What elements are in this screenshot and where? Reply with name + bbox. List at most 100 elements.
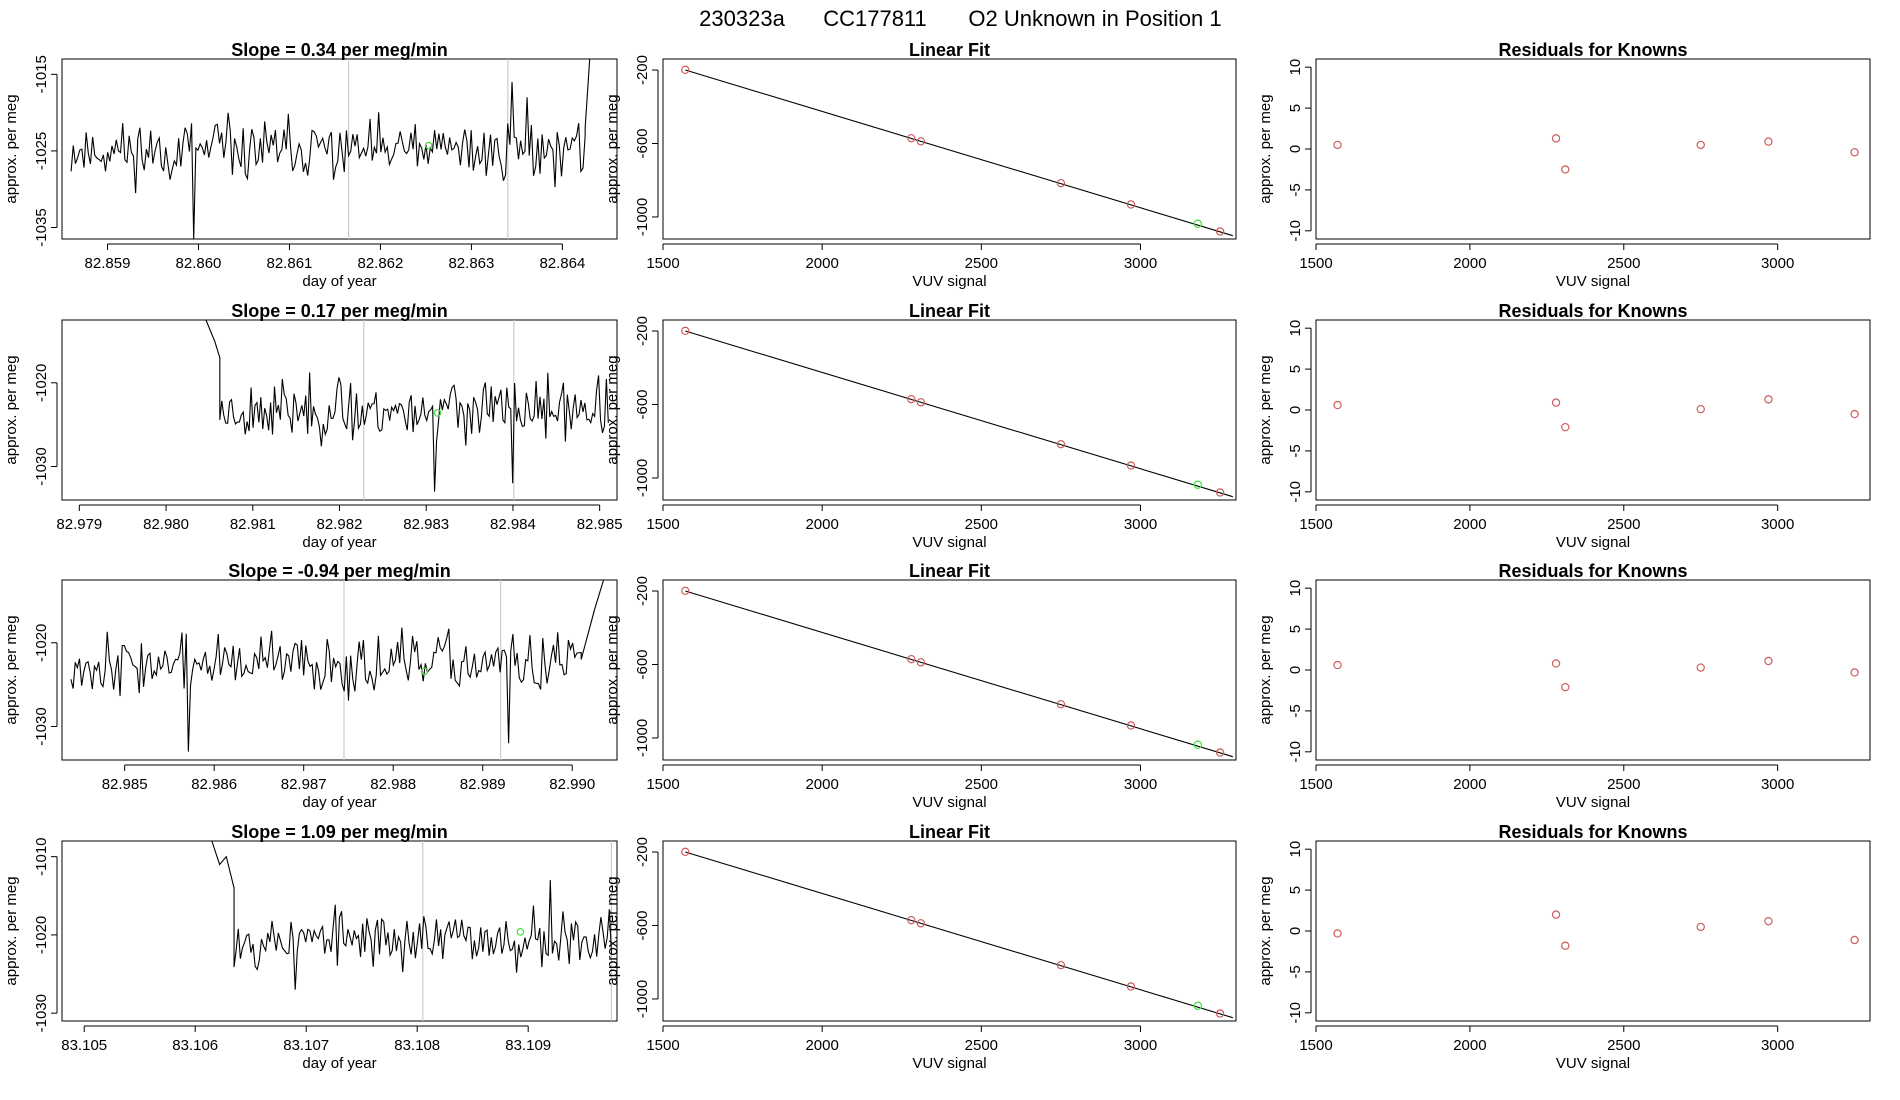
- y-tick-label: 0: [1287, 927, 1304, 935]
- plot-frame: [61, 579, 618, 761]
- y-axis-title: approx. per meg: [604, 876, 621, 985]
- plot-frame: [1315, 579, 1871, 761]
- plot-frame: [1315, 58, 1871, 240]
- x-tick-label: 3000: [1761, 776, 1794, 793]
- x-tick-label: 83.107: [283, 1037, 329, 1054]
- known-point: [916, 398, 926, 407]
- known-point: [1215, 488, 1225, 497]
- x-axis-title: VUV signal: [1556, 534, 1630, 551]
- x-tick-label: 83.109: [505, 1037, 551, 1054]
- panel-title: Linear Fit: [909, 301, 990, 321]
- x-tick-label: 2500: [965, 776, 998, 793]
- y-tick-label: -200: [634, 576, 651, 606]
- known-point: [1215, 1009, 1225, 1018]
- known-point: [681, 65, 690, 75]
- x-axis: 1500 2000 2500 3000: [1299, 1025, 1794, 1054]
- y-tick-label: -1015: [33, 55, 50, 93]
- known-point: [1696, 404, 1705, 414]
- y-tick-label: -1025: [33, 132, 50, 170]
- y-axis-title: approx. per meg: [604, 615, 621, 724]
- y-axis-title: approx. per meg: [1257, 615, 1274, 724]
- known-point: [1764, 137, 1773, 146]
- known-point: [1551, 659, 1561, 668]
- y-axis: -10 -5 0 5 10: [1287, 59, 1312, 242]
- y-axis: -1030 -1020: [33, 364, 58, 486]
- x-tick-label: 82.861: [267, 255, 313, 272]
- known-point: [1333, 929, 1342, 938]
- title-position: O2 Unknown in Position 1: [968, 6, 1221, 31]
- y-tick-label: -5: [1287, 704, 1304, 717]
- y-tick-label: 5: [1287, 886, 1304, 894]
- panel-title: Slope = 0.17 per meg/min: [231, 301, 448, 321]
- x-tick-label: 2500: [1607, 1037, 1640, 1054]
- y-tick-label: 5: [1287, 104, 1304, 112]
- x-tick-label: 2500: [965, 516, 998, 533]
- x-tick-label: 2000: [805, 776, 838, 793]
- row2-fit-panel: Linear Fit 1500 2000 2500 3000 VUV signal -100…: [604, 301, 1237, 551]
- x-tick-label: 82.983: [403, 516, 449, 533]
- y-axis-title: approx. per meg: [3, 94, 20, 203]
- x-tick-label: 82.980: [143, 516, 189, 533]
- known-point: [681, 847, 690, 857]
- title-run: 230323a: [699, 6, 785, 31]
- y-tick-label: -1020: [33, 916, 50, 954]
- known-point: [1561, 165, 1570, 174]
- panel-title: Slope = 0.34 per meg/min: [231, 40, 448, 60]
- known-point: [907, 394, 916, 404]
- panel-title: Residuals for Knowns: [1498, 40, 1687, 60]
- x-tick-label: 2000: [805, 516, 838, 533]
- x-tick-label: 82.859: [85, 255, 131, 272]
- y-tick-label: 10: [1287, 841, 1304, 858]
- fit-line: [685, 330, 1233, 498]
- x-axis-title: VUV signal: [1556, 273, 1630, 290]
- fit-line: [685, 590, 1233, 758]
- x-tick-label: 3000: [1124, 776, 1157, 793]
- x-tick-label: 2500: [1607, 255, 1640, 272]
- y-tick-label: -600: [634, 910, 651, 940]
- x-tick-label: 1500: [646, 776, 679, 793]
- x-axis-title: day of year: [302, 794, 376, 811]
- known-point: [1215, 227, 1225, 236]
- y-tick-label: -200: [634, 837, 651, 867]
- unknown-point: [516, 927, 525, 936]
- unknown-point: [1193, 740, 1203, 749]
- per-meg-trace: [70, 579, 605, 752]
- plot-frame: [61, 58, 618, 240]
- panel-title: Slope = -0.94 per meg/min: [228, 561, 451, 581]
- x-axis: 1500 2000 2500 3000: [646, 504, 1157, 533]
- y-tick-label: -600: [634, 128, 651, 158]
- y-axis: -1000 -600 -200: [634, 576, 659, 757]
- y-tick-label: -1020: [33, 624, 50, 662]
- x-tick-label: 82.860: [176, 255, 222, 272]
- unknown-point: [1193, 480, 1203, 489]
- unknown-point: [420, 667, 429, 676]
- x-tick-label: 82.988: [370, 776, 416, 793]
- y-tick-label: -1030: [33, 707, 50, 745]
- row1-resid-panel: Residuals for Knowns 1500 2000 2500 3000 VUV …: [1257, 40, 1871, 290]
- y-tick-label: -1000: [634, 719, 651, 757]
- y-tick-label: -5: [1287, 183, 1304, 196]
- known-point: [1551, 910, 1561, 919]
- x-axis-title: VUV signal: [1556, 1055, 1630, 1072]
- x-tick-label: 3000: [1124, 255, 1157, 272]
- y-tick-label: 0: [1287, 406, 1304, 414]
- known-point: [1850, 668, 1859, 677]
- known-point: [1333, 140, 1342, 150]
- known-point: [1056, 439, 1066, 449]
- x-tick-label: 1500: [646, 516, 679, 533]
- known-point: [907, 654, 916, 664]
- y-tick-label: -200: [634, 55, 651, 85]
- panel-title: Linear Fit: [909, 40, 990, 60]
- y-axis-title: approx. per meg: [604, 94, 621, 203]
- y-axis: -10 -5 0 5 10: [1287, 320, 1312, 503]
- y-tick-label: -1000: [634, 459, 651, 497]
- x-axis-title: VUV signal: [912, 794, 986, 811]
- known-point: [1333, 660, 1342, 670]
- unknown-point: [1193, 219, 1203, 228]
- y-tick-label: -5: [1287, 444, 1304, 457]
- plot-frame: [1315, 319, 1871, 501]
